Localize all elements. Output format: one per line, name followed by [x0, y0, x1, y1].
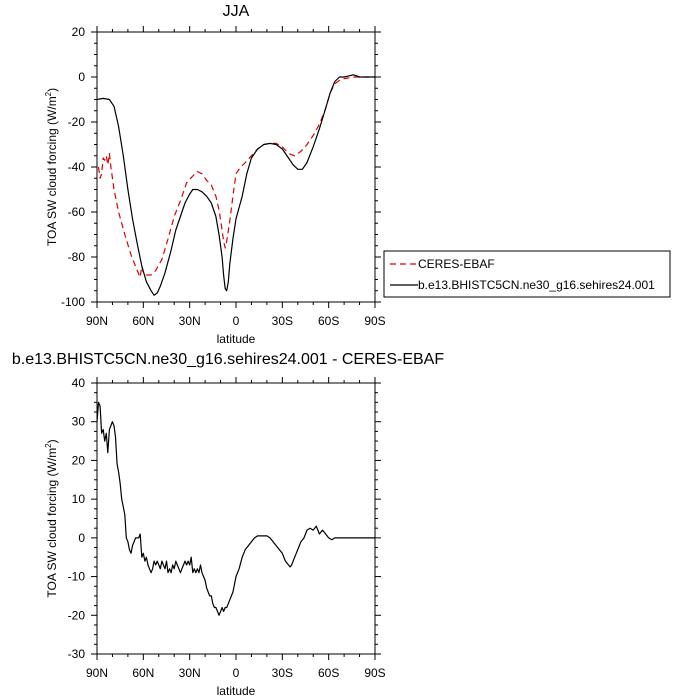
x-tick-label: 30N: [179, 314, 201, 328]
y-axis-label: TOA SW cloud forcing (W/m2): [44, 88, 59, 246]
legend-label: b.e13.BHISTC5CN.ne30_g16.sehires24.001: [418, 278, 655, 292]
y-tick-label: 20: [72, 453, 86, 467]
y-tick-label: -80: [68, 250, 86, 264]
series-line-1: [97, 401, 375, 616]
y-tick-label: 30: [72, 415, 86, 429]
x-tick-label: 30N: [179, 666, 201, 680]
y-tick-label: -60: [68, 205, 86, 219]
y-tick-label: -100: [61, 295, 85, 309]
chart-title: b.e13.BHISTC5CN.ne30_g16.sehires24.001 -…: [12, 351, 444, 368]
plot-frame: [96, 31, 376, 303]
x-tick-label: 0: [233, 314, 240, 328]
x-tick-label: 30S: [272, 314, 293, 328]
y-tick-label: -10: [68, 570, 86, 584]
y-tick-label: 10: [72, 492, 86, 506]
series-line-ceres-ebaf: [97, 76, 375, 278]
legend: CERES-EBAF b.e13.BHISTC5CN.ne30_g16.sehir…: [383, 250, 671, 298]
series-line-b-e13-bhistc5cn-ne30-g16-sehires24-001: [97, 74, 375, 296]
x-tick-label: 90S: [364, 314, 385, 328]
y-tick-label: -40: [68, 160, 86, 174]
y-tick-label: -20: [68, 115, 86, 129]
y-tick-label: 0: [78, 531, 85, 545]
x-tick-label: 60S: [318, 314, 339, 328]
legend-label: CERES-EBAF: [418, 257, 495, 271]
x-axis-label: latitude: [217, 684, 256, 698]
y-tick-label: 0: [78, 70, 85, 84]
x-tick-label: 90N: [86, 666, 108, 680]
x-tick-label: 60N: [132, 314, 154, 328]
x-tick-label: 90S: [364, 666, 385, 680]
x-tick-label: 90N: [86, 314, 108, 328]
y-tick-label: -30: [68, 647, 86, 661]
x-tick-label: 60N: [132, 666, 154, 680]
y-axis-label: TOA SW cloud forcing (W/m2): [44, 439, 59, 597]
x-axis-label: latitude: [217, 332, 256, 346]
chart-panel-2: b.e13.BHISTC5CN.ne30_g16.sehires24.001 -…: [12, 351, 444, 698]
y-tick-label: 20: [72, 25, 86, 39]
legend-box: [383, 250, 671, 298]
x-tick-label: 30S: [272, 666, 293, 680]
plot-frame: [96, 382, 376, 655]
x-tick-label: 0: [233, 666, 240, 680]
chart-panel-1: JJA 90N 60N 30N 0 30S 60S 90S 20 0 -20 -40 -60 -80 -10…: [44, 3, 671, 346]
y-tick-label: 40: [72, 376, 86, 390]
y-tick-label: -20: [68, 608, 86, 622]
x-tick-label: 60S: [318, 666, 339, 680]
chart-title: JJA: [223, 3, 250, 20]
